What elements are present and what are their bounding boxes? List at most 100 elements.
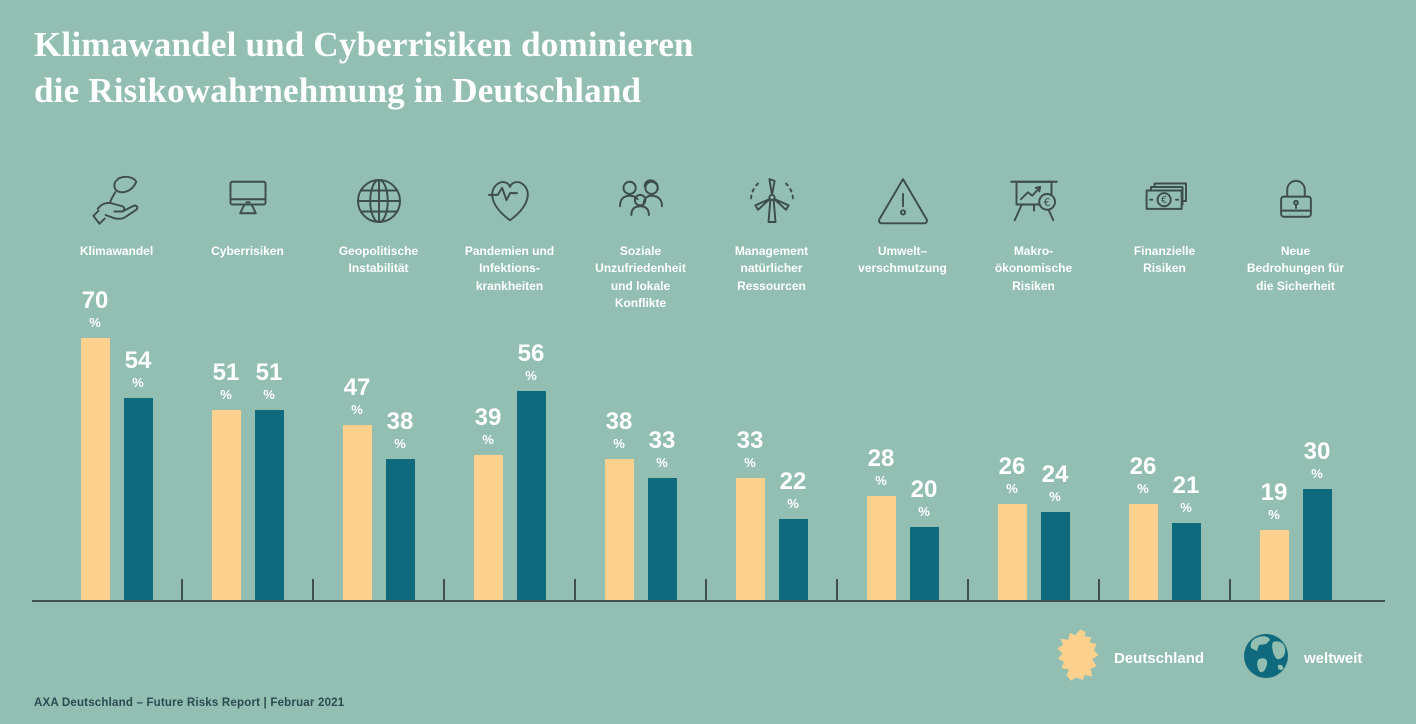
bar-value: 20 (910, 476, 938, 503)
bar-value-label: 24 % (1041, 461, 1069, 504)
bar-value-label: 30 % (1304, 440, 1331, 481)
bar-group-weltweit: 24 % (1040, 461, 1070, 602)
category-label: Neue Bedrohungen für die Sicherheit (1246, 244, 1345, 293)
warning-triangle-icon (875, 172, 931, 230)
bar-deutschland (866, 496, 896, 602)
globe-grid-icon (351, 172, 407, 230)
bar-weltweit (1302, 489, 1332, 602)
axis-tick (443, 579, 445, 602)
category-label: Soziale Unzufriedenheit und lokale Konflikt… (595, 244, 686, 311)
bar-value: 33 (648, 427, 676, 454)
hand-leaf-icon (89, 172, 145, 230)
bar-value: 28 (867, 445, 895, 472)
chart-legend: Deutschland weltweit (1052, 626, 1362, 691)
bar-group-weltweit: 21 % (1171, 474, 1201, 602)
percent-sign: % (875, 473, 887, 488)
bar-value: 38 (386, 408, 414, 435)
bar-value: 51 (212, 359, 240, 386)
bar-group-deutschland: 51 % (211, 359, 241, 602)
bar-pair: 26 % 24 % (968, 455, 1099, 602)
category-label: Makro-ökonomische Risiken (994, 244, 1073, 293)
legend-label-deutschland: Deutschland (1114, 650, 1205, 667)
percent-sign: % (394, 436, 406, 451)
bar-value-label: 19 % (1261, 481, 1288, 522)
bar-value-label: 51 % (256, 361, 283, 402)
bar-group-deutschland: 26 % (1128, 453, 1158, 602)
category-label: Klimawandel (79, 244, 154, 258)
percent-sign: % (613, 436, 625, 451)
bar-deutschland (1259, 530, 1289, 602)
page-title: Klimawandel und Cyberrisiken dominieren … (34, 22, 694, 113)
category-column: Neue Bedrohungen für die Sicherheit 19 % 3… (1230, 168, 1361, 602)
bar-value: 26 (1129, 453, 1157, 480)
percent-sign: % (1049, 489, 1061, 504)
bar-value: 26 (998, 453, 1026, 480)
bar-deutschland (211, 410, 241, 602)
bar-deutschland (604, 459, 634, 602)
bar-value-label: 70 % (81, 287, 109, 330)
axis-tick (574, 579, 576, 602)
chart-easel-euro-icon: € (1006, 172, 1062, 230)
category-column: Geopolitische Instabilität 47 % 38 % (313, 168, 444, 602)
category-label: Cyberrisiken (211, 244, 284, 258)
bar-pair: 47 % 38 % (313, 376, 444, 602)
bar-deutschland (342, 425, 372, 602)
bar-value: 39 (474, 404, 502, 431)
bar-group-deutschland: 39 % (473, 404, 503, 602)
category-column: Cyberrisiken 51 % 51 % (182, 168, 313, 602)
bar-weltweit (909, 527, 939, 602)
category-column: € Finanzielle Risiken 26 % 21 % (1099, 168, 1230, 602)
category-label: Umwelt– verschmutzung (858, 244, 947, 276)
category-label: Pandemien und Infektions-krankheiten (464, 244, 555, 293)
percent-sign: % (132, 375, 144, 390)
category-column: Pandemien und Infektions-krankheiten 39 %… (444, 168, 575, 602)
axis-tick (836, 579, 838, 602)
chart-columns: Klimawandel 70 % 54 % Cyberrisiken 51 % (51, 168, 1361, 602)
padlock-icon (1268, 172, 1324, 230)
axis-tick (967, 579, 969, 602)
heart-pulse-icon (482, 172, 538, 230)
bar-deutschland (735, 478, 765, 602)
bar-deutschland (473, 455, 503, 602)
bar-group-deutschland: 70 % (80, 287, 110, 602)
bar-weltweit (385, 459, 415, 602)
percent-sign: % (656, 455, 668, 470)
bar-pair: 39 % 56 % (444, 342, 575, 602)
percent-sign: % (1268, 507, 1280, 522)
bar-group-deutschland: 33 % (735, 429, 765, 602)
bar-pair: 26 % 21 % (1099, 455, 1230, 602)
percent-sign: % (263, 387, 275, 402)
bar-value: 70 (81, 287, 109, 314)
bar-value-label: 38 % (606, 410, 633, 451)
bar-pair: 51 % 51 % (182, 361, 313, 602)
axis-tick (312, 579, 314, 602)
bar-value-label: 26 % (998, 453, 1026, 496)
category-column: Umwelt– verschmutzung 28 % 20 % (837, 168, 968, 602)
percent-sign: % (89, 315, 101, 330)
bar-value: 47 (343, 374, 371, 401)
bar-weltweit (1040, 512, 1070, 602)
bar-weltweit (1171, 523, 1201, 602)
bar-value-label: 54 % (125, 349, 152, 390)
bar-value: 24 (1041, 461, 1069, 488)
category-column: € Makro-ökonomische Risiken 26 % 24 % (968, 168, 1099, 602)
globe-icon (1242, 632, 1290, 685)
legend-item-weltweit: weltweit (1242, 632, 1362, 685)
legend-label-weltweit: weltweit (1304, 650, 1363, 667)
bar-pair: 28 % 20 % (837, 447, 968, 602)
bar-deutschland (1128, 504, 1158, 602)
bar-group-weltweit: 30 % (1302, 440, 1332, 602)
bar-value-label: 22 % (780, 470, 807, 511)
bar-group-weltweit: 56 % (516, 342, 546, 602)
bar-weltweit (647, 478, 677, 602)
bar-value-label: 33 % (648, 427, 676, 470)
bar-value-label: 38 % (386, 408, 414, 451)
bar-value-label: 21 % (1173, 474, 1200, 515)
page-title-line1: Klimawandel und Cyberrisiken dominieren (34, 25, 694, 64)
bar-weltweit (254, 410, 284, 602)
percent-sign: % (1311, 466, 1323, 481)
bar-group-weltweit: 33 % (647, 427, 677, 602)
percent-sign: % (787, 496, 799, 511)
bar-group-deutschland: 19 % (1259, 481, 1289, 602)
bar-value-label: 28 % (867, 445, 895, 488)
